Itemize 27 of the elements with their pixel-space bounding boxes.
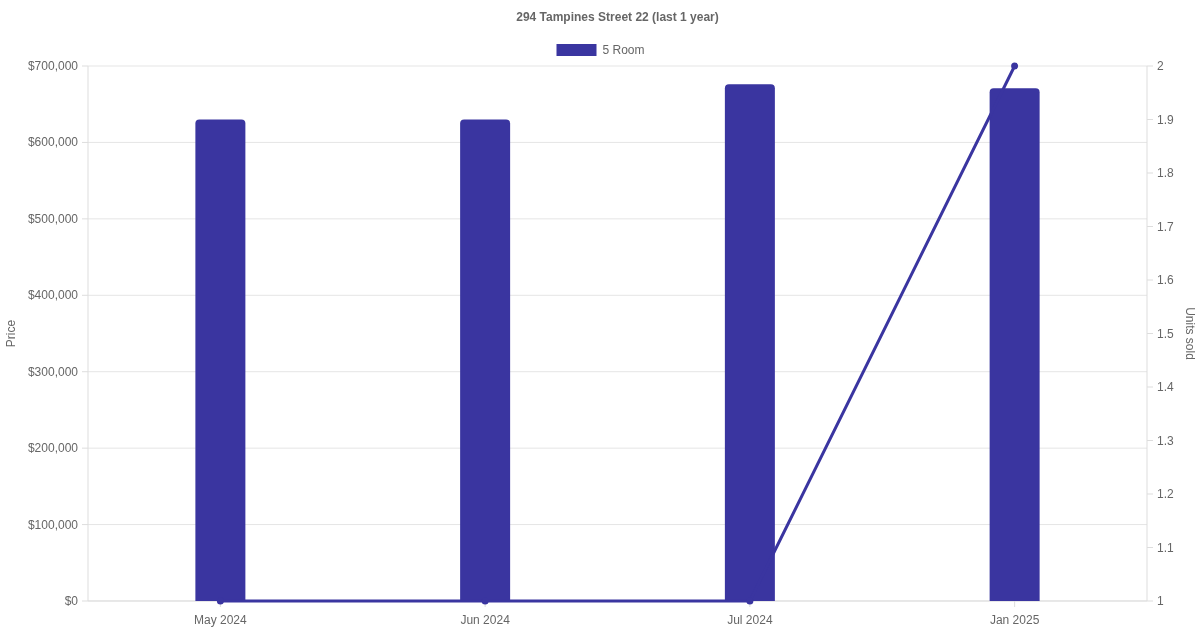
- y2-tick-label: 1.9: [1157, 112, 1175, 127]
- x-tick-label: Jul 2024: [727, 613, 773, 627]
- x-tick-label: Jan 2025: [989, 613, 1040, 627]
- x-tick-label: Jun 2024: [460, 613, 511, 627]
- y2-tick-label: 1.2: [1157, 487, 1175, 501]
- y2-tick-label: 1: [1157, 594, 1164, 608]
- y-tick-label: $600,000: [27, 135, 79, 150]
- y2-tick-label: 1.1: [1157, 540, 1175, 555]
- y-tick-label: $700,000: [27, 59, 79, 73]
- y2-axis-title: Units sold: [1183, 307, 1197, 360]
- y2-tick-label: 1.7: [1157, 219, 1175, 234]
- y-tick-label: $400,000: [27, 288, 79, 303]
- x-tick-label: May 2024: [194, 613, 248, 627]
- y2-tick-label: 2: [1157, 59, 1164, 73]
- chart-title: 294 Tampines Street 22 (last 1 year): [516, 10, 719, 24]
- y2-tick-label: 1.3: [1157, 433, 1175, 448]
- y2-tick-label: 1.5: [1157, 326, 1175, 341]
- legend-label: 5 Room: [602, 43, 645, 57]
- y2-tick-label: 1.8: [1157, 166, 1175, 180]
- y-axis-title: Price: [4, 319, 18, 348]
- y-tick-label: $300,000: [27, 364, 79, 379]
- y-tick-label: $0: [64, 594, 79, 608]
- y-tick-label: $200,000: [27, 441, 79, 456]
- y-tick-label: $100,000: [27, 517, 79, 532]
- y2-tick-label: 1.4: [1157, 380, 1175, 394]
- y2-tick-label: 1.6: [1157, 273, 1175, 287]
- y-tick-label: $500,000: [27, 211, 79, 226]
